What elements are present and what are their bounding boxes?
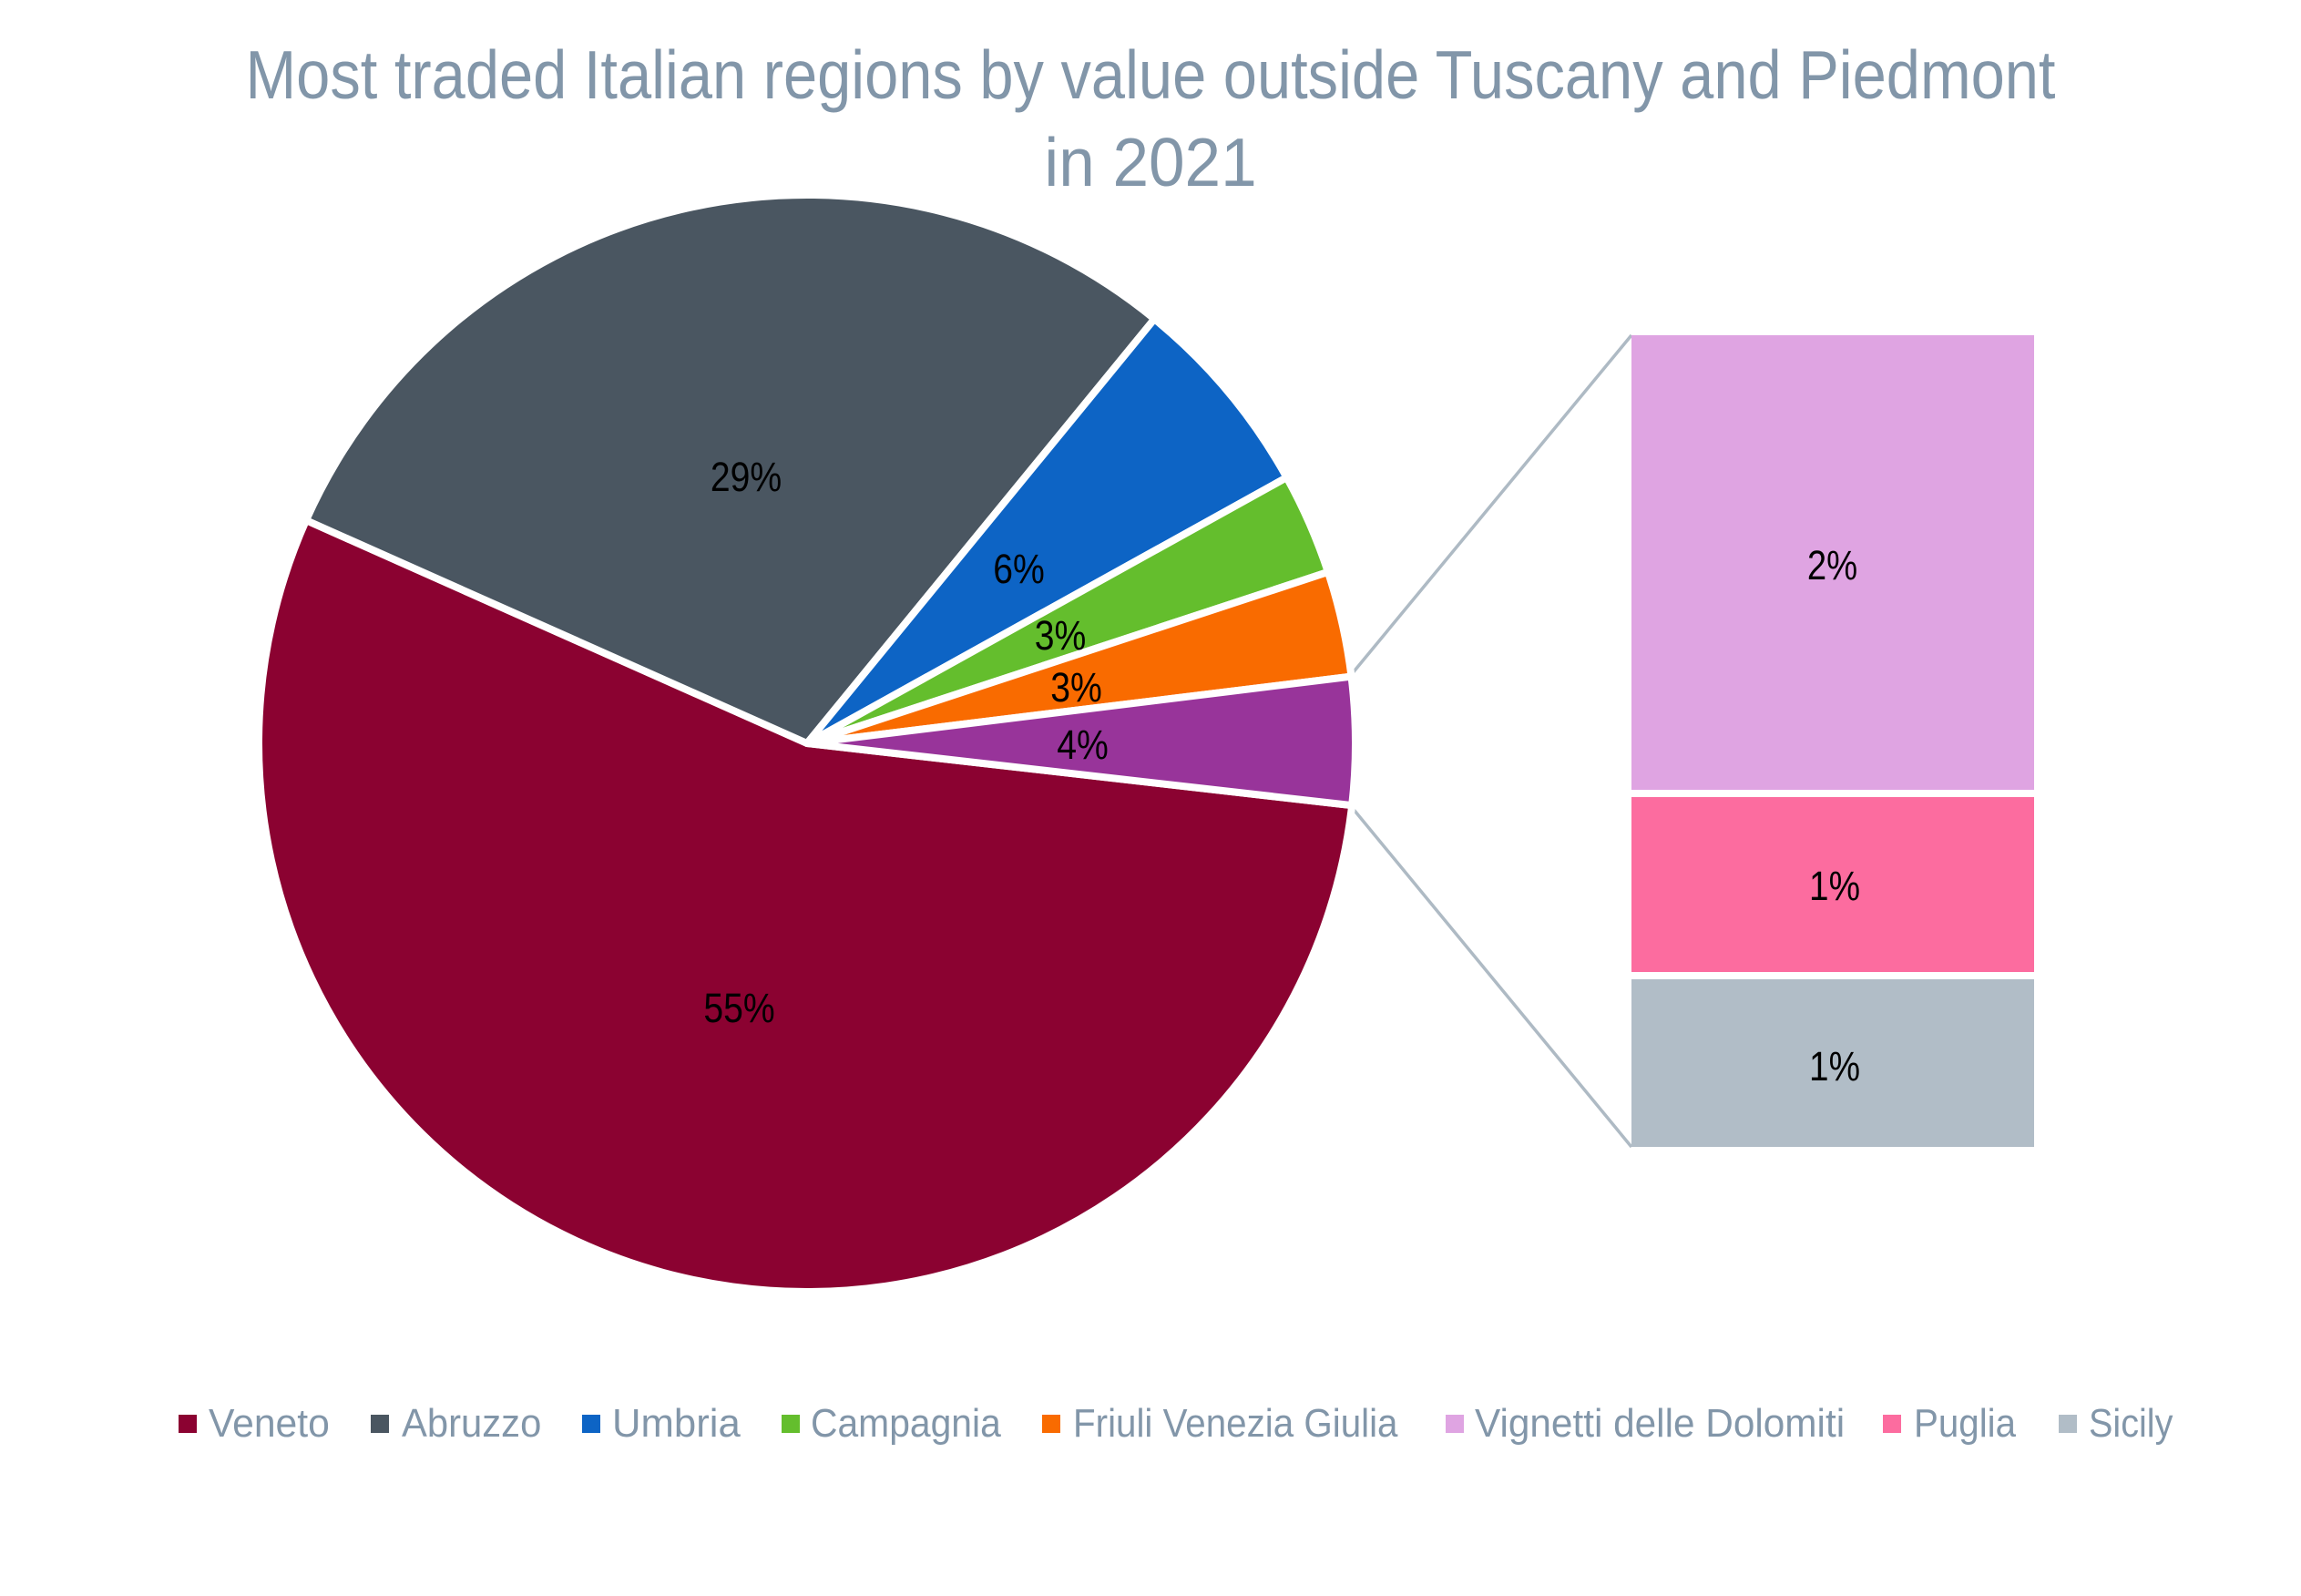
svg-text:2%: 2%: [1807, 542, 1857, 588]
svg-text:29%: 29%: [711, 454, 782, 499]
svg-text:Umbria: Umbria: [612, 1401, 741, 1446]
svg-text:Friuli Venezia Giulia: Friuli Venezia Giulia: [1073, 1400, 1398, 1445]
svg-text:3%: 3%: [1050, 664, 1102, 710]
svg-text:Sicily: Sicily: [2089, 1400, 2173, 1445]
svg-text:6%: 6%: [993, 546, 1045, 591]
svg-text:Puglia: Puglia: [1914, 1400, 2017, 1445]
svg-text:4%: 4%: [1057, 721, 1109, 767]
svg-text:55%: 55%: [703, 985, 774, 1030]
svg-text:1%: 1%: [1809, 863, 1860, 908]
svg-text:Campagnia: Campagnia: [811, 1401, 1001, 1446]
svg-text:1%: 1%: [1809, 1043, 1860, 1089]
svg-text:Veneto: Veneto: [209, 1401, 330, 1446]
svg-text:Vignetti delle Dolomiti: Vignetti delle Dolomiti: [1475, 1401, 1845, 1446]
svg-text:3%: 3%: [1035, 612, 1087, 658]
svg-text:in 2021: in 2021: [1044, 125, 1256, 200]
svg-text:Most traded Italian regions by: Most traded Italian regions by value out…: [246, 37, 2056, 113]
svg-text:Abruzzo: Abruzzo: [402, 1401, 541, 1446]
